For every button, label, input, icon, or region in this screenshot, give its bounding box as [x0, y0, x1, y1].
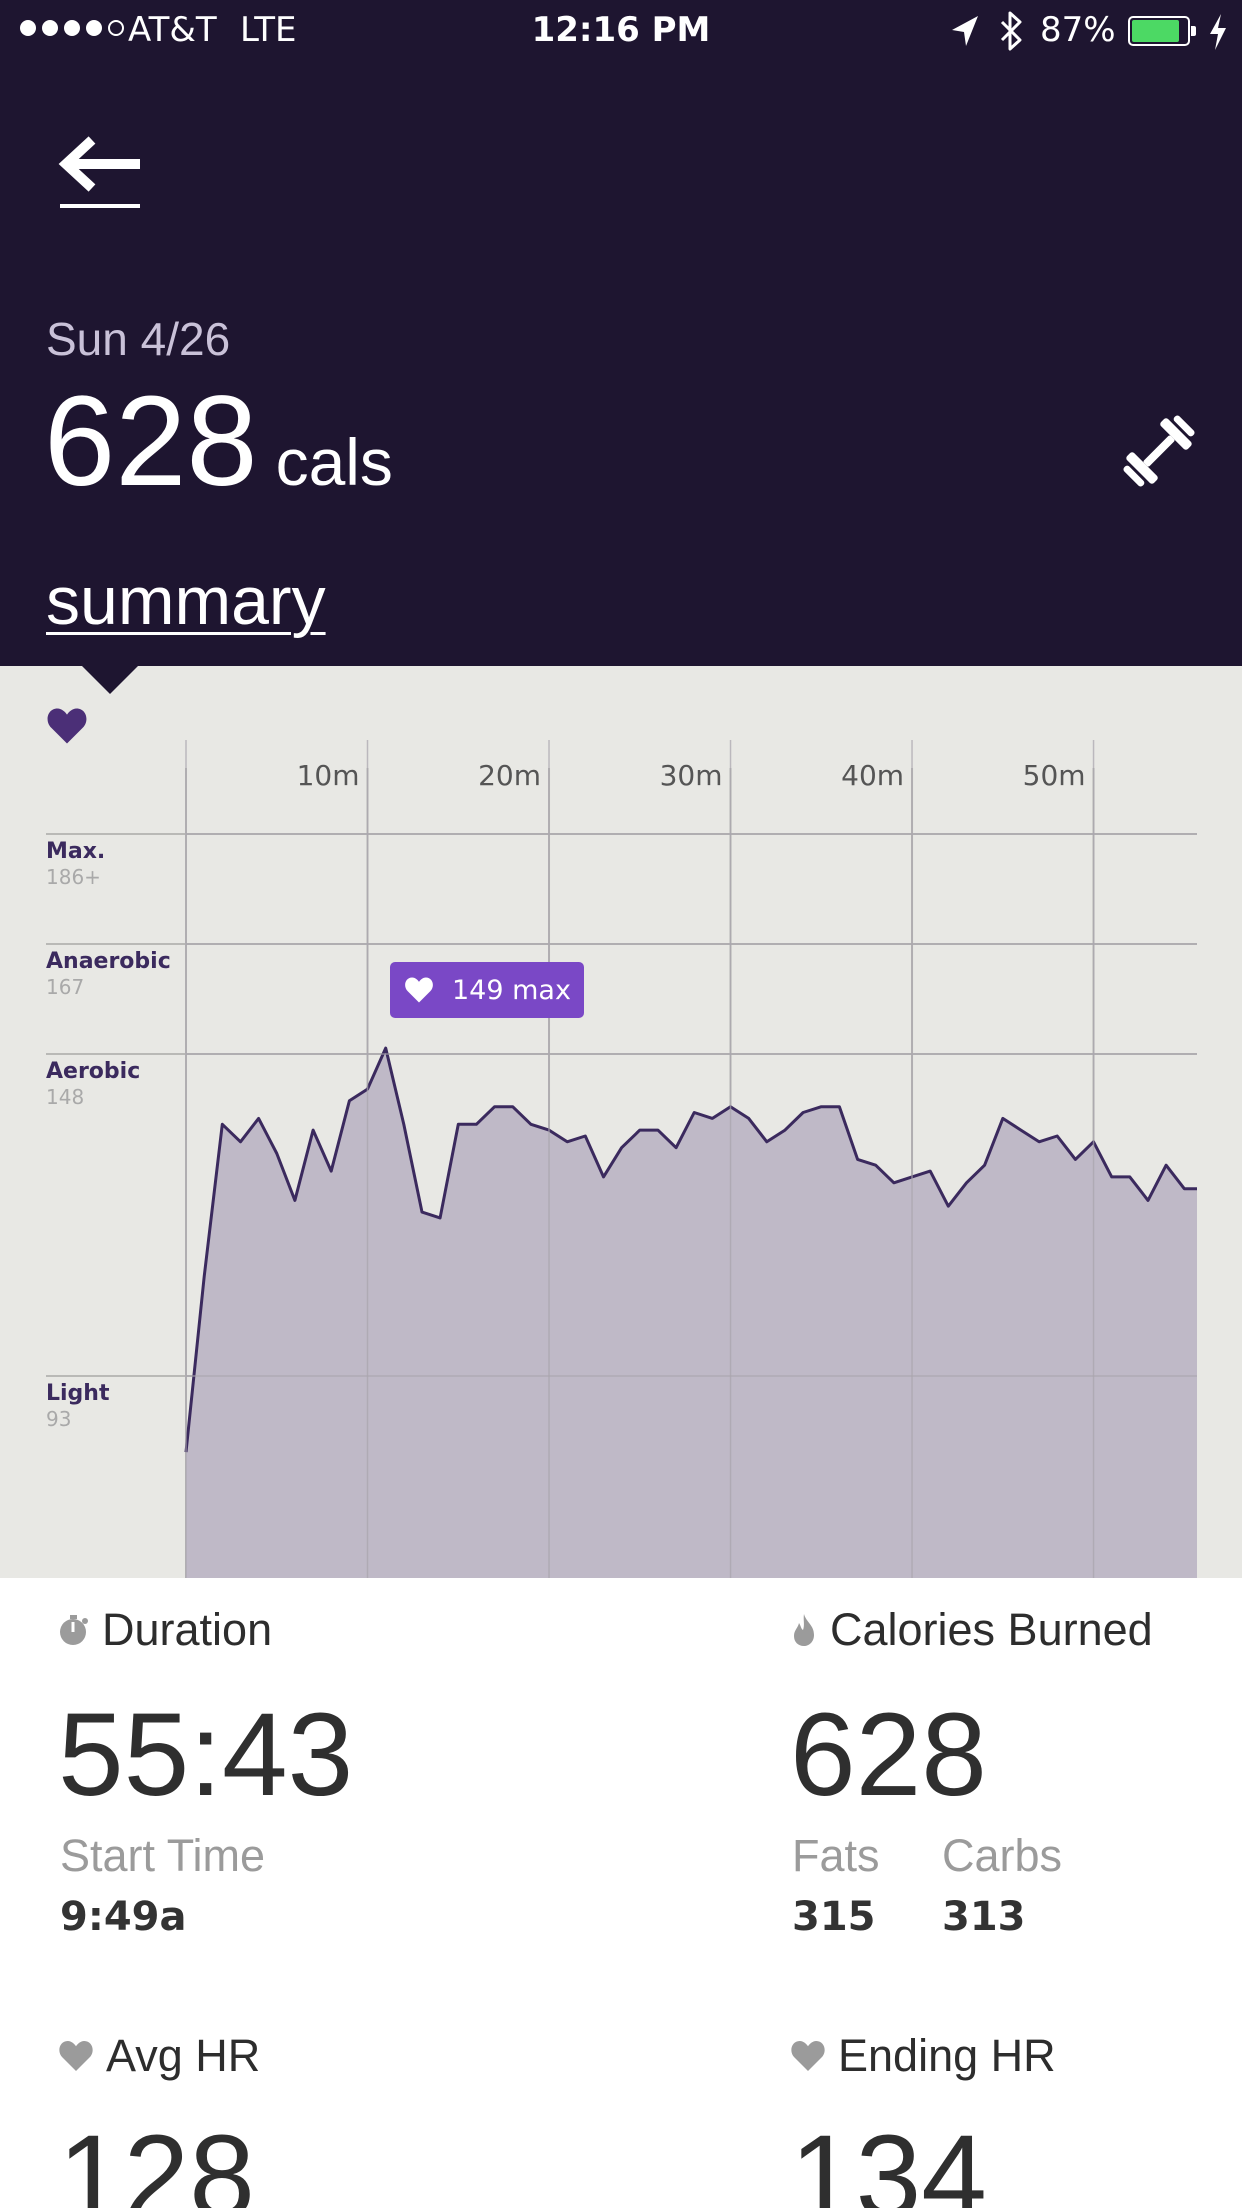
- zone-value: 186+: [46, 865, 101, 889]
- dumbbell-icon: [1123, 415, 1195, 487]
- zone-value: 167: [46, 975, 84, 999]
- calories-burned-value: 628: [790, 1689, 987, 1821]
- tab-summary[interactable]: summary: [46, 563, 326, 639]
- fats-value: 315: [792, 1894, 876, 1940]
- carbs-label: Carbs: [942, 1830, 1063, 1881]
- stopwatch-icon: [60, 1615, 88, 1645]
- avg-hr-title: Avg HR: [58, 2030, 260, 2082]
- duration-label: Duration: [102, 1604, 273, 1655]
- max-hr-callout: 149 max: [390, 962, 584, 1018]
- fats-label: Fats: [792, 1830, 880, 1881]
- flame-icon: [794, 1614, 814, 1646]
- x-tick-label: 30m: [660, 759, 723, 792]
- location-arrow-icon: [952, 16, 978, 46]
- x-tick-label: 20m: [478, 759, 541, 792]
- calories-headline: 628 cals: [44, 378, 393, 506]
- ending-hr-title: Ending HR: [790, 2030, 1056, 2082]
- zone-label: Max.: [46, 839, 105, 864]
- zone-label: Aerobic: [46, 1059, 140, 1084]
- heart-rate-area: [186, 1048, 1197, 1578]
- avg-hr-label: Avg HR: [106, 2030, 261, 2081]
- x-tick-label: 40m: [841, 759, 904, 792]
- carbs-value: 313: [942, 1894, 1026, 1940]
- workout-date: Sun 4/26: [46, 313, 231, 365]
- charging-bolt-icon: [1210, 14, 1226, 50]
- carrier-name: AT&T: [128, 10, 217, 50]
- x-tick-label: 50m: [1023, 759, 1086, 792]
- heart-rate-line: [184, 1046, 1197, 1453]
- ending-hr-label: Ending HR: [838, 2030, 1056, 2081]
- heart-icon: [405, 977, 433, 1003]
- max-hr-label: 149 max: [452, 974, 571, 1006]
- heart-icon: [791, 2041, 825, 2071]
- zone-value: 148: [46, 1085, 84, 1109]
- avg-hr-value: 128: [58, 2111, 255, 2208]
- start-time-label: Start Time: [60, 1830, 266, 1881]
- calories-unit: cals: [275, 425, 393, 499]
- zone-label: Anaerobic: [46, 949, 171, 974]
- duration-value: 55:43: [58, 1689, 354, 1821]
- ending-hr-value: 134: [790, 2111, 987, 2208]
- workout-header: AT&T LTE 12:16 PM 87% Sun 4/26 628 cals s…: [0, 0, 1242, 666]
- status-clock: 12:16 PM: [531, 10, 711, 50]
- calories-burned-title: Calories Burned: [790, 1604, 1153, 1656]
- signal-strength-icon: [20, 12, 124, 36]
- back-arrow-icon[interactable]: [58, 136, 144, 214]
- battery-icon: [1128, 16, 1196, 46]
- calories-value: 628: [44, 370, 258, 513]
- calories-burned-label: Calories Burned: [830, 1604, 1153, 1655]
- heart-icon: [59, 2041, 93, 2071]
- duration-title: Duration: [58, 1604, 272, 1656]
- status-bar: AT&T LTE 12:16 PM 87%: [0, 0, 1242, 62]
- battery-percent: 87%: [1040, 10, 1116, 50]
- heart-icon: [47, 708, 87, 744]
- x-tick-label: 10m: [297, 759, 360, 792]
- tab-indicator: [82, 666, 138, 694]
- bluetooth-icon: [1000, 11, 1022, 51]
- zone-value: 93: [46, 1407, 71, 1431]
- start-time-value: 9:49a: [60, 1894, 187, 1940]
- network-type: LTE: [240, 10, 297, 50]
- zone-label: Light: [46, 1381, 110, 1406]
